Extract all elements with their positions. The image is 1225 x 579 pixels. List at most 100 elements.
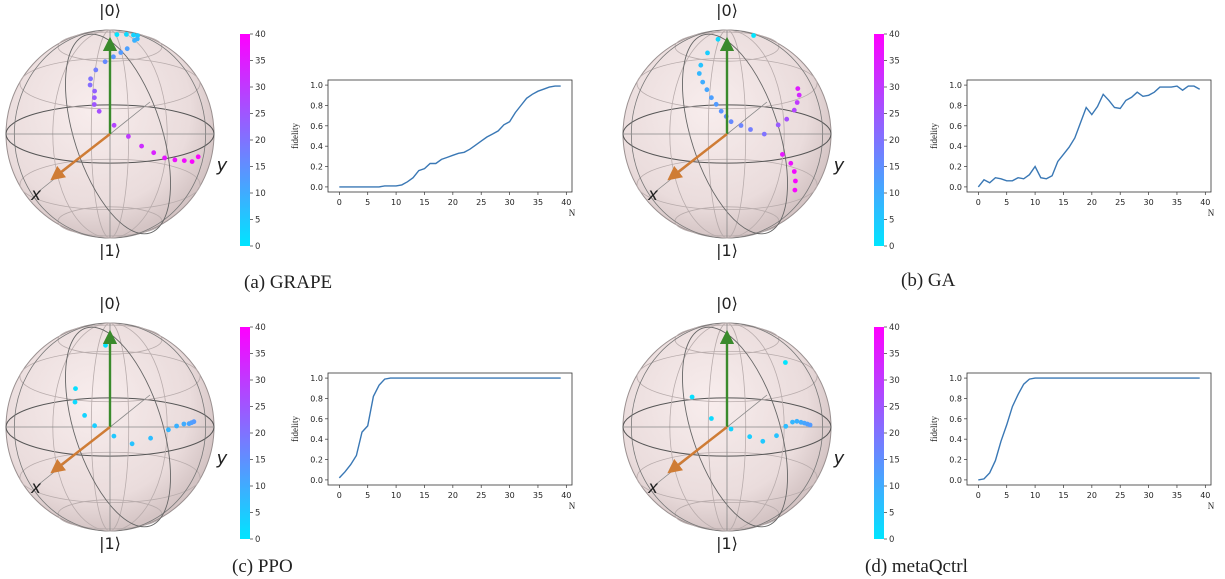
initial-state-vector [50,426,111,474]
fidelity-chart: 0 5 10 15 20 25 30 35 40 0.0 0.2 0.4 0.6 0.8 1.0 Nfidel… [929,372,1215,511]
state-point [129,441,135,447]
ket1-label: |1⟩ [716,241,738,260]
panel-ppo: |0⟩ |1⟩ x y 0 5 10 15 20 25 30 35 40 0 5 10 15 20 25 30 35… [0,293,600,579]
state-point [82,413,87,418]
colorbar-tick-label: 30 [255,83,266,93]
colorbar-tick-label: 35 [255,57,266,67]
x-tick-label: 15 [1058,198,1068,207]
state-point [728,119,734,125]
colorbar-tick-label: 15 [255,456,266,466]
state-point [795,86,801,91]
x-tick-label: 15 [1058,491,1068,500]
state-point [181,158,187,164]
y-label: y [216,155,228,176]
colorbar-tick-label: 25 [255,110,266,120]
x-tick-label: 15 [419,198,429,207]
x-tick-label: 5 [365,491,370,500]
state-point [696,71,702,76]
colorbar-tick-label: 40 [255,323,266,333]
state-point [748,127,753,132]
state-point [114,32,120,37]
ket0-label: |0⟩ [99,1,121,20]
x-tick-label: 15 [419,491,429,500]
colorbar-tick-label: 0 [255,535,260,543]
y-tick-label: 0.8 [949,101,962,110]
colorbar-tick-label: 15 [889,456,900,466]
state-point [166,427,171,433]
colorbar-tick-label: 10 [255,482,266,492]
ket0-label: |0⟩ [99,294,121,313]
state-point [780,152,785,157]
x-tick-label: 40 [561,491,571,500]
bloch-sphere: |0⟩ |1⟩ x y [622,294,845,553]
y-tick-label: 0.0 [949,183,962,192]
state-point [162,155,168,161]
x-tick-label: 10 [391,198,401,207]
colorbar-tick-label: 20 [889,429,900,439]
colorbar-tick-label: 35 [889,57,900,67]
state-point [181,421,187,427]
state-point [148,435,154,441]
state-point [132,38,137,43]
state-point [195,154,201,160]
colorbar-tick-label: 40 [255,30,266,40]
y-tick-label: 0.0 [310,183,323,192]
state-point [791,107,797,113]
fidelity-line [338,377,561,479]
y-tick-label: 1.0 [949,81,962,90]
state-point [709,416,714,421]
bloch-sphere: |0⟩ |1⟩ x y [622,1,845,260]
state-point [704,87,710,93]
longitude-line [65,326,171,528]
x-tick-label: 35 [1172,198,1182,207]
colorbar-tick-label: 10 [889,482,900,492]
state-point [151,150,157,156]
state-point [698,62,704,68]
state-point [774,433,779,439]
plot-area [966,372,1212,486]
colorbar: 0 5 10 15 20 25 30 35 40 [874,323,900,543]
y-label: y [833,155,845,176]
state-point [91,102,97,107]
colorbar-tick-label: 20 [889,136,900,146]
bloch-sphere: |0⟩ |1⟩ x y [5,294,228,553]
state-point [139,143,145,149]
colorbar-tick-label: 25 [255,403,266,413]
state-point [131,32,136,38]
state-point [124,32,129,37]
x-label: x [30,478,42,498]
y-tick-label: 0.2 [310,456,323,465]
colorbar-tick-label: 30 [255,376,266,386]
colorbar: 0 5 10 15 20 25 30 35 40 [240,30,266,250]
y-label: y [216,448,228,469]
x-axis-label: N [1208,501,1215,511]
plot-area [327,79,573,193]
state-point [87,82,93,88]
x-axis-label: N [569,501,576,511]
x-tick-label: 0 [337,198,342,207]
x-label: x [647,185,659,205]
colorbar-gradient [240,34,250,246]
x-tick-label: 35 [1172,491,1182,500]
state-point [189,159,195,165]
x-tick-label: 5 [365,198,370,207]
y-tick-label: 0.4 [949,435,962,444]
fidelity-chart: 0 5 10 15 20 25 30 35 40 0.0 0.2 0.4 0.6 0.8 1.0 Nfidel… [290,372,576,511]
colorbar-tick-label: 10 [255,189,266,199]
y-tick-label: 1.0 [949,374,962,383]
x-tick-label: 40 [1200,198,1210,207]
state-point [738,123,744,128]
state-point [93,67,99,73]
y-tick-label: 0.4 [310,435,323,444]
state-point [700,79,706,85]
state-point [783,423,789,429]
initial-state-vector [50,133,111,181]
x-tick-label: 20 [448,491,458,500]
state-point [92,88,97,94]
colorbar-tick-label: 0 [889,535,894,543]
colorbar: 0 5 10 15 20 25 30 35 40 [240,323,266,543]
colorbar-tick-label: 35 [255,350,266,360]
bloch-sphere: |0⟩ |1⟩ x y [5,1,228,260]
ket1-label: |1⟩ [99,534,121,553]
state-point [111,54,116,60]
